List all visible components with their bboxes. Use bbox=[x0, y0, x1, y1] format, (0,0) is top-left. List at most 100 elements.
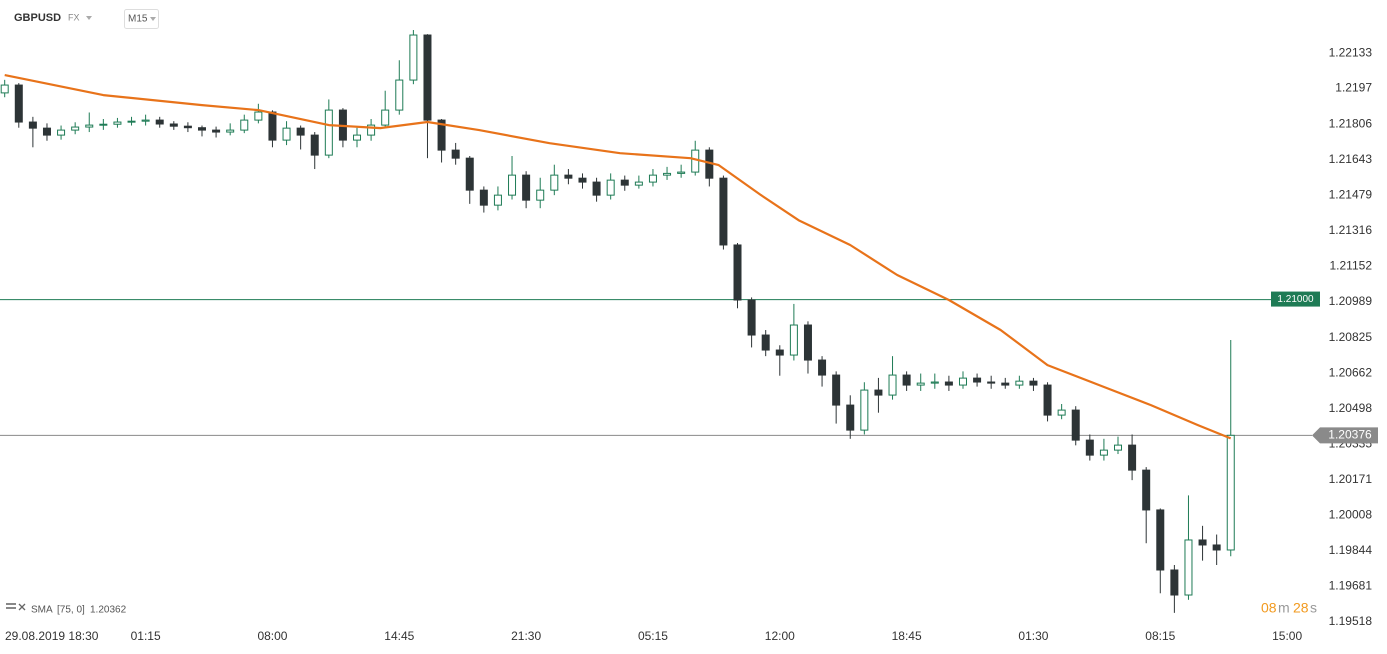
candle-body bbox=[1015, 380, 1024, 386]
legend-icon[interactable] bbox=[6, 603, 16, 605]
candle-body bbox=[1071, 409, 1080, 441]
timer-seconds: 28 bbox=[1293, 600, 1309, 616]
candle-body bbox=[775, 349, 784, 356]
indicator-name: SMA bbox=[31, 605, 53, 616]
interval-box[interactable] bbox=[124, 9, 159, 29]
candle-body bbox=[832, 374, 841, 406]
candle-body bbox=[226, 129, 235, 133]
x-tick-label: 05:15 bbox=[638, 629, 668, 643]
candle-body bbox=[973, 377, 982, 383]
candle-body bbox=[1043, 384, 1052, 416]
candle-body bbox=[860, 389, 869, 431]
candle-body bbox=[1128, 444, 1137, 471]
candle-body bbox=[183, 125, 192, 129]
level-label-box bbox=[1271, 291, 1320, 307]
candle-body bbox=[550, 174, 559, 191]
legend-close[interactable] bbox=[18, 603, 26, 611]
y-tick-label: 1.21806 bbox=[1329, 116, 1373, 130]
candle-body bbox=[57, 129, 66, 136]
candle-body bbox=[691, 149, 700, 173]
candle-body bbox=[634, 181, 643, 186]
candle-body bbox=[240, 119, 249, 131]
last-price-box bbox=[1312, 427, 1378, 444]
y-tick-label: 1.20008 bbox=[1329, 508, 1373, 522]
y-tick-label: 1.20171 bbox=[1329, 472, 1373, 486]
x-tick-label: 08:00 bbox=[257, 629, 287, 643]
candle-body bbox=[987, 381, 996, 384]
candle-body bbox=[1212, 544, 1221, 551]
candle-body bbox=[789, 324, 798, 356]
candle-body bbox=[212, 129, 221, 133]
candle-body bbox=[888, 374, 897, 396]
candle-body bbox=[874, 389, 883, 396]
candle-body bbox=[381, 109, 390, 126]
candle-body bbox=[254, 111, 263, 121]
x-tick-label: 18:45 bbox=[892, 629, 922, 643]
candle-body bbox=[1198, 539, 1207, 546]
candle-body bbox=[1170, 569, 1179, 596]
x-tick-label: 01:15 bbox=[131, 629, 161, 643]
candle-body bbox=[113, 121, 122, 125]
timer-minutes: 08 bbox=[1261, 600, 1277, 616]
level-label: 1.21000 bbox=[1277, 294, 1314, 305]
candle-body bbox=[578, 177, 587, 183]
candle-body bbox=[677, 171, 686, 174]
candle-body bbox=[536, 189, 545, 201]
candle-body bbox=[1057, 409, 1066, 416]
candle-body bbox=[1184, 539, 1193, 596]
interval-caret[interactable] bbox=[150, 17, 156, 21]
interval[interactable]: M15 bbox=[128, 14, 148, 25]
y-tick-label: 1.20662 bbox=[1329, 365, 1373, 379]
candle-body bbox=[592, 181, 601, 196]
candle-body bbox=[155, 119, 164, 125]
candle-body bbox=[1029, 380, 1038, 386]
candle-body bbox=[803, 324, 812, 361]
candle-body bbox=[99, 123, 108, 126]
plot bbox=[0, 30, 1320, 613]
candle-body bbox=[902, 374, 911, 386]
candle-body bbox=[479, 189, 488, 206]
candle-body bbox=[522, 174, 531, 201]
candle-body bbox=[395, 79, 404, 111]
candle-body bbox=[958, 377, 967, 386]
x-tick-label: 14:45 bbox=[384, 629, 414, 643]
candle-body bbox=[493, 194, 502, 206]
candle-body bbox=[733, 244, 742, 301]
x-tick-label: 01:30 bbox=[1018, 629, 1048, 643]
candle-body bbox=[409, 34, 418, 81]
candle-body bbox=[1114, 444, 1123, 451]
market[interactable]: FX bbox=[68, 12, 80, 22]
candle-body bbox=[1085, 439, 1094, 456]
candle-body bbox=[127, 120, 136, 123]
candle-body bbox=[719, 177, 728, 246]
candle-body bbox=[1156, 509, 1165, 571]
y-tick-label: 1.21152 bbox=[1330, 259, 1373, 273]
candle-body bbox=[761, 334, 770, 351]
candle-body bbox=[423, 34, 432, 121]
y-tick-label: 1.21643 bbox=[1329, 152, 1373, 166]
sma-line bbox=[4, 74, 1232, 440]
dropdown-caret[interactable] bbox=[86, 16, 92, 20]
candle-body bbox=[663, 172, 672, 176]
candle-body bbox=[268, 111, 277, 141]
timer: 08 m 28 s bbox=[1261, 600, 1317, 616]
candle-body bbox=[197, 127, 206, 131]
y-tick-label: 1.20989 bbox=[1329, 294, 1373, 308]
y-tick-label: 1.21316 bbox=[1329, 223, 1373, 237]
y-tick-label: 1.2197 bbox=[1335, 81, 1372, 95]
legend-icon[interactable] bbox=[6, 607, 16, 609]
candle-body bbox=[747, 299, 756, 336]
candle-body bbox=[169, 123, 178, 127]
candle-body bbox=[1099, 449, 1108, 456]
last-price-label: 1.20376 bbox=[1328, 428, 1372, 442]
x-tick-label: 29.08.2019 18:30 bbox=[5, 629, 99, 643]
candle-body bbox=[1001, 382, 1010, 386]
candle-body bbox=[437, 119, 446, 151]
x-tick-label: 15:00 bbox=[1272, 629, 1302, 643]
y-tick-label: 1.19681 bbox=[1329, 579, 1373, 593]
y-tick-label: 1.19518 bbox=[1329, 614, 1373, 628]
candle-body bbox=[451, 149, 460, 159]
y-tick-label: 1.21479 bbox=[1329, 188, 1373, 202]
candle-body bbox=[465, 157, 474, 191]
